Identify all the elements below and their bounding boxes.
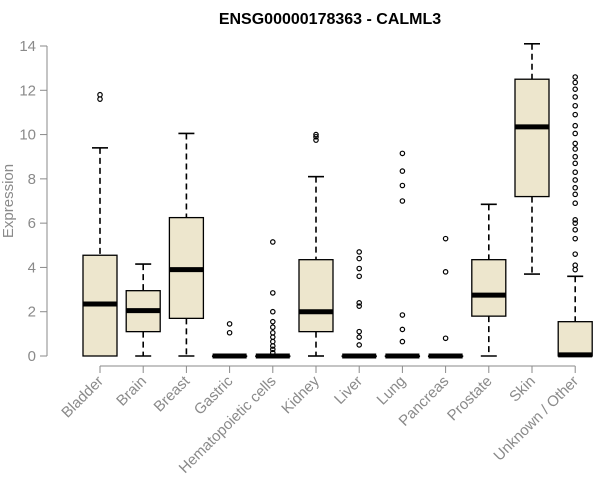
y-axis: 0 2 4 6 8 10 12 14	[19, 38, 48, 365]
outlier-point	[399, 168, 406, 174]
outlier-point	[399, 182, 406, 189]
x-tick-label: Lung	[374, 373, 410, 409]
outlier-point	[572, 217, 579, 223]
box-body	[514, 78, 550, 198]
outlier-point	[572, 200, 579, 207]
box-hematopoietic-cells	[255, 239, 291, 359]
y-tick-label: 0	[28, 348, 36, 365]
y-tick-label: 12	[19, 82, 36, 99]
outlier-point	[269, 290, 276, 296]
outlier-point	[572, 235, 579, 242]
outlier-point	[97, 91, 103, 98]
outlier-point	[399, 312, 406, 318]
outlier-point	[572, 160, 579, 167]
outlier-point	[572, 191, 579, 198]
outlier-point	[356, 249, 363, 255]
outlier-point	[269, 346, 276, 353]
outlier-point	[572, 146, 579, 152]
outlier-point	[572, 79, 579, 86]
y-tick-label: 10	[19, 127, 36, 144]
outlier-point	[572, 140, 579, 147]
outlier-point	[572, 266, 579, 273]
box-kidney	[298, 131, 334, 357]
outlier-point	[399, 326, 406, 333]
outlier-point	[269, 318, 276, 325]
outlier-point	[356, 255, 363, 262]
box-skin	[514, 42, 550, 275]
outlier-point	[572, 94, 579, 100]
outlier-point	[572, 184, 579, 191]
outlier-point	[572, 102, 579, 109]
box-unknown-other	[557, 74, 593, 358]
box-breast	[168, 132, 205, 357]
x-tick-label: Skin	[506, 373, 539, 406]
outlier-point	[442, 235, 449, 242]
outlier-point	[356, 328, 363, 335]
box-liver	[341, 249, 377, 359]
outlier-point	[97, 96, 103, 102]
outlier-point	[572, 86, 579, 92]
outlier-point	[313, 137, 319, 143]
outlier-point	[269, 338, 276, 345]
outlier-point	[442, 335, 449, 342]
box-body	[471, 259, 507, 317]
outlier-point	[269, 329, 276, 336]
outlier-point	[572, 262, 579, 269]
x-tick-label: Prostate	[444, 373, 496, 425]
outlier-point	[399, 198, 406, 204]
outlier-point	[399, 338, 406, 345]
outlier-point	[313, 131, 319, 138]
box-brain	[125, 263, 161, 357]
outlier-point	[356, 334, 363, 340]
box-body	[557, 321, 593, 357]
outlier-point	[356, 273, 363, 280]
outlier-point	[572, 153, 579, 160]
y-axis-label: Expression	[0, 164, 17, 238]
x-tick-label: Breast	[151, 372, 194, 415]
outlier-point	[572, 130, 579, 137]
y-tick-label: 4	[28, 259, 36, 276]
outlier-point	[572, 74, 579, 80]
x-tick-label: Kidney	[278, 372, 323, 417]
x-tick-label: Bladder	[58, 373, 107, 422]
outlier-point	[356, 303, 363, 309]
box-pancreas	[427, 235, 464, 359]
x-tick-label: Brain	[113, 373, 150, 410]
outlier-point	[269, 239, 276, 245]
outlier-point	[356, 300, 363, 306]
x-tick-label: Liver	[331, 373, 366, 408]
y-tick-label: 14	[19, 38, 36, 55]
y-tick-label: 8	[28, 171, 36, 188]
outlier-point	[269, 324, 276, 331]
outlier-point	[313, 133, 319, 140]
outlier-point	[572, 122, 579, 129]
box-lung	[384, 150, 421, 359]
outlier-point	[572, 251, 579, 257]
outlier-point	[572, 177, 579, 183]
outlier-point	[399, 150, 406, 157]
box-series	[82, 42, 593, 359]
outlier-point	[572, 169, 579, 176]
y-tick-label: 2	[28, 304, 36, 321]
outlier-point	[269, 349, 276, 356]
box-prostate	[471, 203, 507, 357]
box-body	[298, 259, 334, 333]
y-tick-label: 6	[28, 215, 36, 232]
box-gastric	[211, 321, 248, 359]
outlier-point	[356, 342, 363, 348]
outlier-point	[226, 321, 233, 327]
outlier-point	[442, 269, 449, 275]
outlier-point	[572, 226, 579, 233]
outlier-point	[226, 329, 233, 336]
outlier-point	[572, 111, 579, 118]
outlier-point	[269, 308, 276, 315]
outlier-point	[356, 265, 363, 272]
chart-title: ENSG00000178363 - CALML3	[219, 11, 441, 28]
outlier-point	[572, 220, 579, 226]
outlier-point	[269, 334, 276, 340]
box-bladder	[82, 91, 118, 357]
